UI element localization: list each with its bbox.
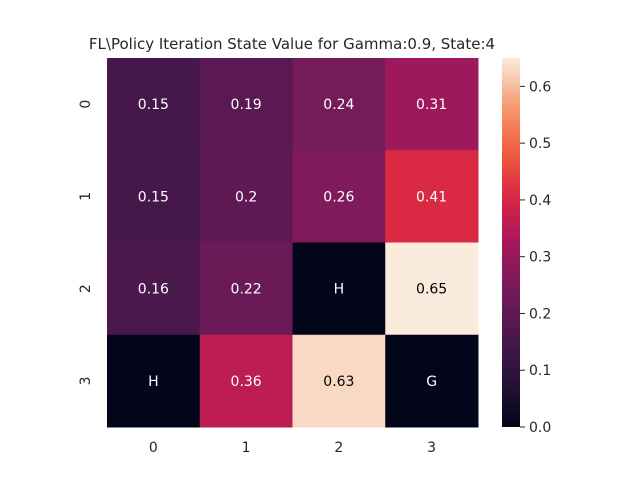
- cell-annotations: 0.15 0.19 0.24 0.31 0.15 0.2 0.26 0.41 0.16 0.22 H…: [138, 97, 447, 390]
- y-tick-label: 3: [78, 376, 94, 385]
- colorbar-tick-label: 0.4: [529, 193, 551, 209]
- heatmap-cell: [199, 242, 293, 336]
- cell-annotation: 0.15: [138, 189, 169, 205]
- y-tick-label: 2: [78, 284, 94, 293]
- chart-title: FL\Policy Iteration State Value for Gamm…: [89, 35, 495, 53]
- heatmap-cell: [385, 58, 479, 151]
- heatmap-cell: [199, 334, 293, 428]
- cell-annotation: 0.16: [138, 282, 169, 298]
- heatmap-cell: [107, 242, 201, 336]
- cell-annotation: 0.36: [231, 374, 262, 390]
- heatmap-cell: [107, 150, 201, 243]
- y-tick-label: 0: [78, 100, 94, 109]
- cell-annotation: 0.19: [231, 97, 262, 113]
- heatmap-cell: [199, 58, 293, 151]
- heatmap-cell: [385, 150, 479, 243]
- heatmap-cell: [107, 58, 201, 151]
- heatmap-cell: [385, 242, 479, 336]
- heatmap-cell: [292, 242, 386, 336]
- heatmap-cell: [385, 334, 479, 428]
- cell-annotation: 0.15: [138, 97, 169, 113]
- heatmap-cell: [199, 150, 293, 243]
- colorbar-gradient: [502, 58, 520, 427]
- cell-annotation: 0.2: [235, 189, 257, 205]
- cell-annotation: 0.41: [416, 189, 447, 205]
- cell-annotation: H: [334, 282, 345, 298]
- x-tick-label: 0: [149, 440, 158, 456]
- colorbar: 0.0 0.1 0.2 0.3 0.4 0.5 0.6: [502, 58, 551, 436]
- x-axis-ticks: 0 1 2 3: [149, 440, 436, 456]
- heatmap-cell: [292, 58, 386, 151]
- cell-annotation: 0.65: [416, 282, 447, 298]
- heatmap-cell: [292, 334, 386, 428]
- y-tick-label: 1: [78, 192, 94, 201]
- colorbar-tick-label: 0.3: [529, 250, 551, 266]
- cell-annotation: 0.63: [323, 374, 354, 390]
- cell-annotation: 0.24: [323, 97, 354, 113]
- cell-annotation: G: [426, 374, 437, 390]
- cell-annotation: H: [148, 374, 159, 390]
- heatmap-cell: [292, 150, 386, 243]
- x-tick-label: 1: [242, 440, 251, 456]
- colorbar-tick-label: 0.0: [529, 420, 551, 436]
- cell-annotation: 0.22: [231, 282, 262, 298]
- heatmap-cells: [107, 58, 479, 428]
- colorbar-tick-label: 0.2: [529, 306, 551, 322]
- colorbar-tick-label: 0.6: [529, 79, 551, 95]
- y-axis-ticks: 0 1 2 3: [78, 100, 94, 386]
- colorbar-tick-label: 0.1: [529, 363, 551, 379]
- cell-annotation: 0.26: [323, 189, 354, 205]
- colorbar-tick-label: 0.5: [529, 136, 551, 152]
- x-tick-label: 2: [334, 440, 343, 456]
- heatmap-cell: [107, 334, 201, 428]
- cell-annotation: 0.31: [416, 97, 447, 113]
- x-tick-label: 3: [427, 440, 436, 456]
